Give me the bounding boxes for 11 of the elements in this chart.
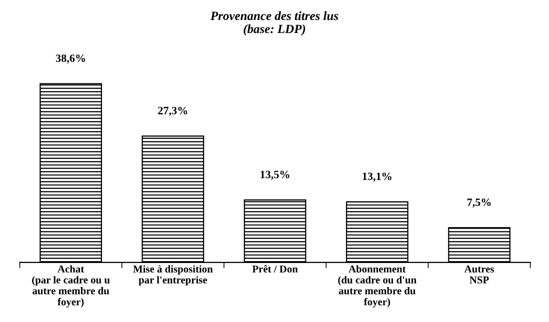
x-tick-label: Mise à disposition par l'entreprise bbox=[133, 265, 213, 286]
x-tick-label: Prêt / Don bbox=[252, 265, 298, 273]
x-tick-label: Abonnement (du cadre ou d'un autre membre du foyer) bbox=[338, 265, 416, 308]
chart-title: Provenance des titres lus (base: LDP) bbox=[210, 11, 338, 36]
data-label: 13,1% bbox=[362, 172, 392, 182]
data-label: 13,5% bbox=[260, 170, 290, 180]
data-label: 38,6% bbox=[56, 54, 86, 64]
data-label: 7,5% bbox=[467, 198, 491, 208]
x-tick-label: Achat (par le cadre ou u autre membre du foyer) bbox=[32, 265, 110, 308]
data-label: 27,3% bbox=[158, 106, 188, 116]
x-tick-label: Autres NSP bbox=[464, 266, 494, 284]
